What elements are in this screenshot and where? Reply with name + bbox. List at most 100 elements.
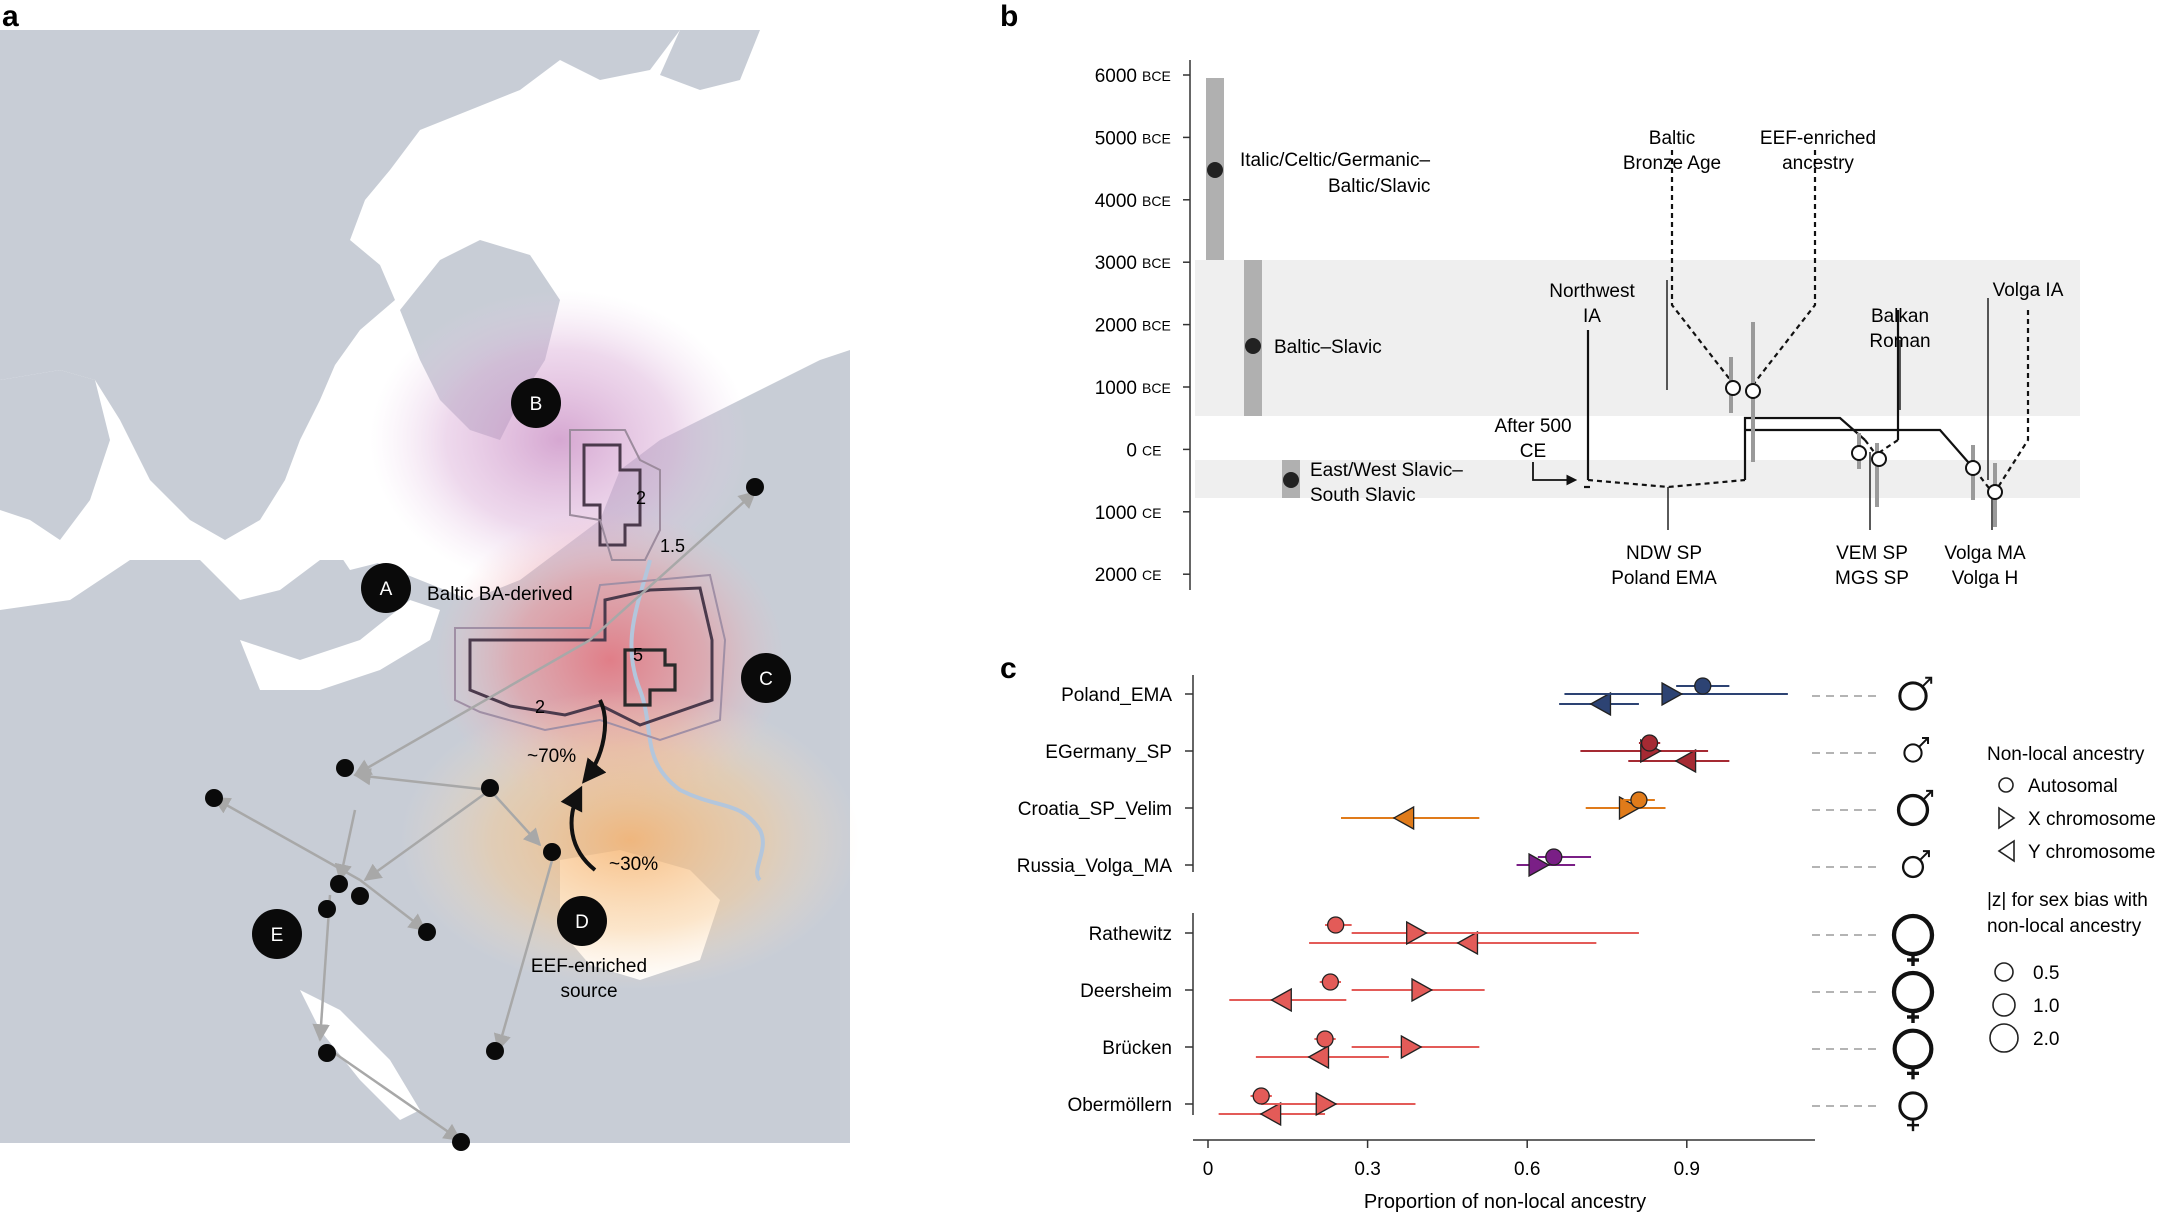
land-shape (0, 30, 680, 540)
legend-size-title-1: |z| for sex bias with (1987, 890, 2148, 911)
legend-x-marker (1998, 806, 2016, 830)
site-dot (481, 779, 499, 797)
timeline-tick-value: 3000 (1095, 253, 1137, 274)
male-arrow-shaft (1919, 851, 1929, 861)
male-arrow-head (1926, 789, 1934, 797)
label-eef-1: EEF-enriched (1760, 128, 1876, 149)
land-shape (660, 30, 760, 90)
label-ew-slavic-2: South Slavic (1310, 485, 1416, 506)
label-nw-1: Northwest (1549, 281, 1635, 302)
sex-symbol-circle (1891, 913, 1935, 957)
male-arrow-shaft (1918, 738, 1928, 748)
timeline-tick-value: 5000 (1095, 128, 1137, 149)
autosomal-point (1630, 791, 1648, 809)
x-tick-label: 0.3 (1354, 1159, 1380, 1180)
autosomal-point (1316, 1030, 1334, 1048)
sea-shape (300, 990, 420, 1120)
y-chrom-point (1674, 748, 1697, 774)
split-point-italic (1207, 162, 1223, 178)
x-tick-label: 0 (1203, 1159, 1214, 1180)
river-line (629, 559, 765, 882)
legend-x-label: X chromosome (2028, 809, 2156, 830)
contour-lines (454, 429, 727, 742)
badge-label-c: C (759, 669, 773, 690)
panel-b-timeline: b 6000 BCE 5000 BCE 4000 BCE 3000 BCE 2000 BCE 100… (1000, 0, 2080, 590)
sex-symbol-circle (1898, 681, 1928, 711)
x-chrom-point (1411, 977, 1434, 1003)
autosomal-point (1640, 734, 1659, 752)
x-tick-label: 0.9 (1674, 1159, 1700, 1180)
migration-arrow (589, 490, 757, 641)
legend-size-label: 1.0 (2033, 996, 2059, 1017)
timeline-tick-era: CE (1142, 442, 1161, 458)
sex-symbol-circle (1901, 855, 1925, 879)
row-label: Poland_EMA (1061, 685, 1172, 706)
y-chrom-point (1307, 1044, 1330, 1070)
seventy-percent-arrow (582, 699, 607, 784)
timeline-ticks: 6000 BCE 5000 BCE 4000 BCE 3000 BCE 2000 BCE 1000 B… (1095, 66, 1190, 586)
row-label: Rathewitz (1089, 924, 1172, 945)
y-chrom-point (1259, 1101, 1282, 1127)
timeline-tick-value: 2000 (1095, 565, 1137, 586)
autosomal-point (1694, 677, 1712, 695)
band-bronze-age (1195, 260, 2080, 416)
row-label: EGermany_SP (1045, 742, 1172, 763)
contour-outline (454, 573, 727, 742)
migration-arrow (212, 796, 361, 882)
split-point-baltic-slavic (1245, 338, 1261, 354)
label-ndw-1: NDW SP (1626, 543, 1702, 564)
male-arrow-shaft (1922, 791, 1932, 801)
migration-arrow (334, 809, 357, 882)
panel-c-label: c (1000, 652, 1017, 685)
site-dot (486, 1042, 504, 1060)
site-dot (418, 923, 436, 941)
legend-y-label: Y chromosome (2028, 842, 2155, 863)
row-label: Deersheim (1080, 981, 1172, 1002)
label-vem-2: MGS SP (1835, 568, 1909, 589)
x-tick-label: 0.6 (1514, 1159, 1540, 1180)
label-baltic-slavic: Baltic–Slavic (1274, 337, 1382, 358)
timeline-tick-era: CE (1142, 567, 1161, 583)
badge-a (361, 563, 411, 613)
arrow-label-1-5: 1.5 (660, 536, 685, 556)
legend-size-circle (1992, 993, 2016, 1017)
thirty-percent-label: ~30% (609, 854, 658, 875)
site-dots (205, 478, 764, 1151)
x-chrom-point (1661, 681, 1684, 707)
y-chrom-point (1392, 805, 1415, 831)
badge-label-b: B (530, 394, 543, 415)
panel-b-label: b (1000, 0, 1018, 33)
y-chrom-point (1589, 691, 1612, 717)
sex-symbol-circle (1896, 793, 1930, 827)
autosomal-point (1321, 973, 1340, 991)
contour-outline (623, 648, 677, 707)
migration-arrow (493, 849, 557, 1052)
contour-outline (582, 443, 642, 547)
contour-label-5: 5 (633, 645, 643, 665)
male-arrow-head (1925, 676, 1933, 684)
site-dot (543, 843, 561, 861)
autosomal-point (1545, 848, 1563, 866)
sample-markers (1725, 322, 2003, 527)
region-badges: A B C D E (252, 378, 791, 959)
label-balkan-1: Balkan (1871, 306, 1929, 327)
timeline-tick-era: BCE (1142, 193, 1171, 209)
thirty-percent-arrow (560, 785, 597, 872)
label-after-1: After 500 (1494, 416, 1571, 437)
migration-arrow (363, 788, 491, 882)
timeline-tick-era: BCE (1142, 255, 1171, 271)
badge-label-e: E (271, 925, 284, 946)
after-500-ce-arrow (1532, 462, 1578, 486)
migration-arrow (329, 1048, 462, 1142)
badge-label-a: A (380, 579, 393, 600)
badge-b (511, 378, 561, 428)
male-arrow-head (1922, 850, 1930, 858)
legend-size-label: 0.5 (2033, 963, 2059, 984)
row-label: Croatia_SP_Velim (1018, 799, 1172, 820)
timeline-tick-era: BCE (1142, 380, 1171, 396)
timeline-tick-value: 1000 (1095, 503, 1137, 524)
timeline-tick-value: 4000 (1095, 191, 1137, 212)
label-ew-slavic-1: East/West Slavic– (1310, 460, 1463, 481)
row-label: Russia_Volga_MA (1017, 856, 1173, 877)
